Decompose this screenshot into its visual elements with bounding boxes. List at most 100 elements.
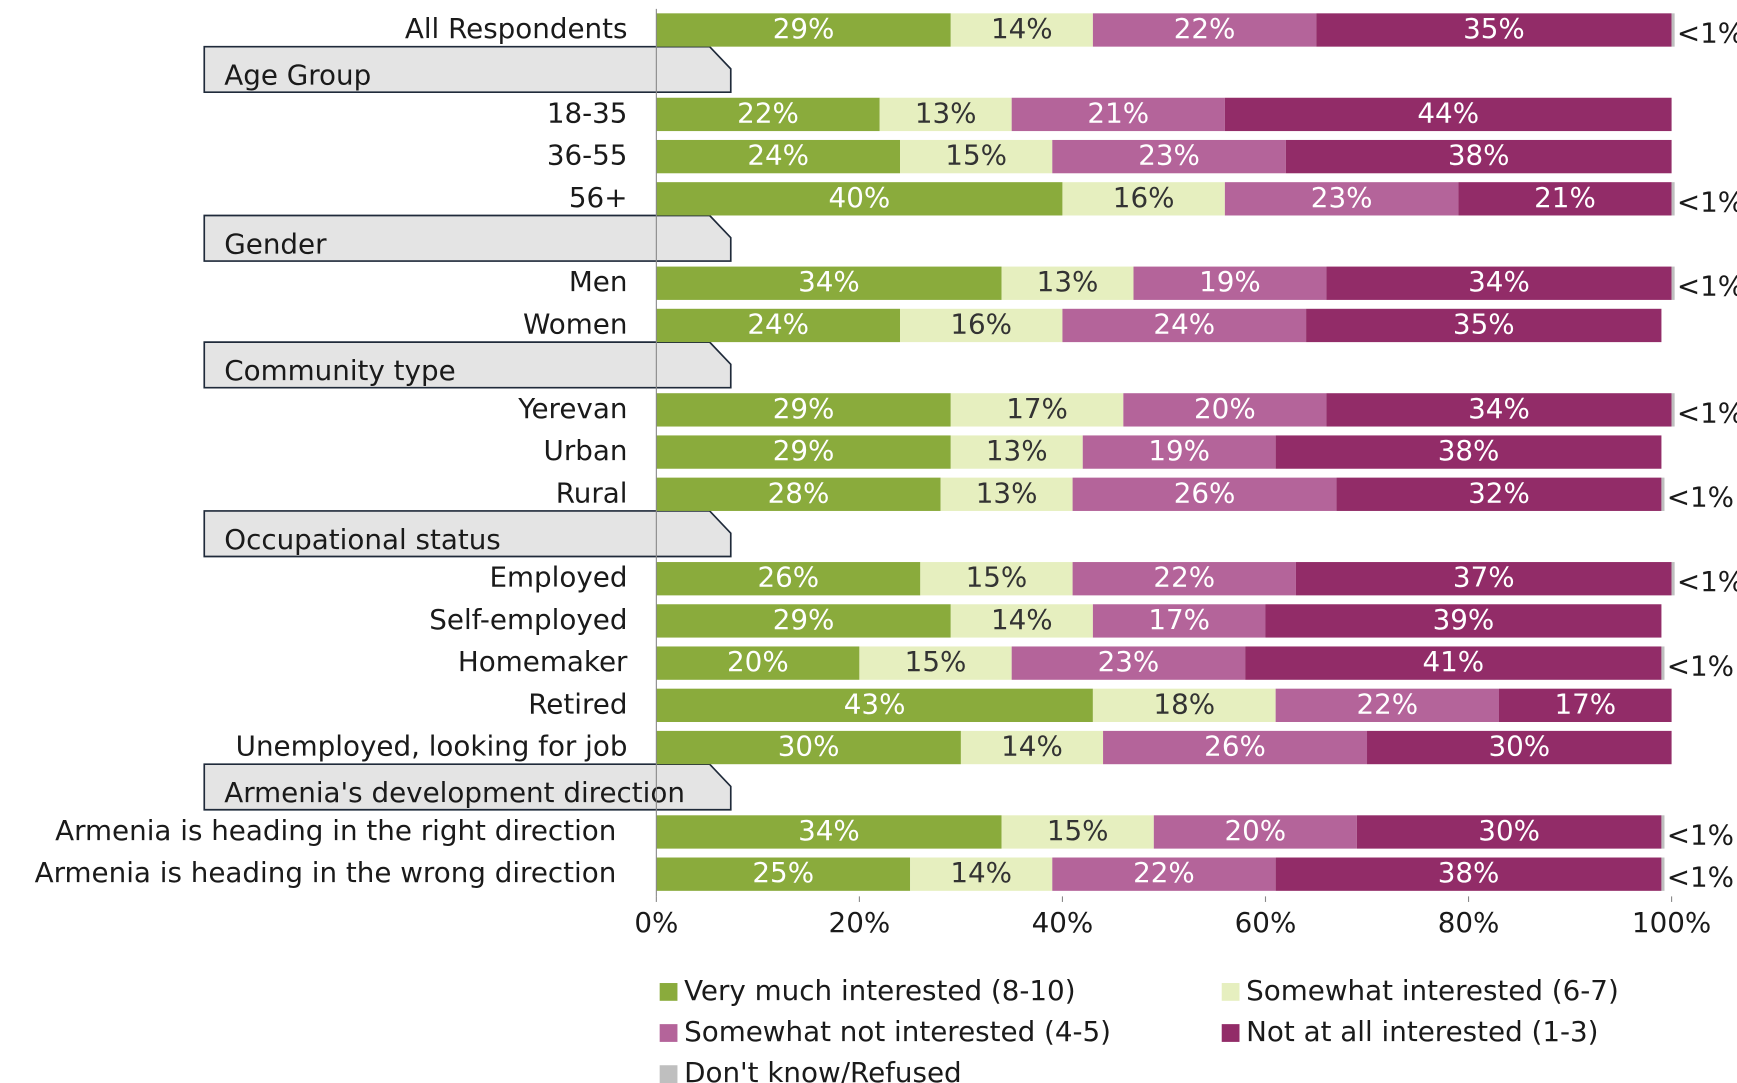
value-label: 29% (773, 603, 835, 636)
value-label: 17% (1006, 392, 1068, 425)
bar-segment (1224, 97, 1672, 132)
bar-segment (1285, 139, 1672, 174)
value-label: 43% (844, 687, 906, 720)
value-label: 14% (991, 12, 1053, 45)
bar-segment (1316, 13, 1672, 47)
legend-label: Somewhat not interested (4-5) (684, 1015, 1111, 1048)
legend-label: Very much interested (8-10) (684, 974, 1075, 1007)
category-label: Homemaker (458, 645, 628, 678)
bar-segment (1011, 97, 1225, 132)
value-label: 17% (1148, 603, 1210, 636)
value-label: 24% (747, 307, 809, 340)
value-label: 38% (1438, 856, 1500, 889)
bar-segment (1306, 308, 1662, 343)
legend-swatch (659, 1024, 678, 1042)
bar-segment (1661, 815, 1665, 849)
category-label: 18-35 (547, 96, 628, 129)
value-label: 13% (976, 476, 1038, 509)
x-tick-label: 60% (1235, 906, 1297, 939)
legend-swatch (659, 1065, 678, 1083)
x-tick-label: 40% (1032, 906, 1094, 939)
bar-segment (1092, 13, 1317, 47)
bar-segment (656, 477, 941, 511)
value-label: 15% (1047, 814, 1109, 847)
bar-segment (656, 13, 951, 47)
bar-segment (1133, 266, 1327, 300)
value-label: 39% (1433, 603, 1495, 636)
bar-segment (656, 97, 880, 132)
bar-segment (1275, 857, 1662, 891)
value-label: 22% (737, 96, 799, 129)
value-label: 20% (727, 645, 789, 678)
value-label: 29% (773, 434, 835, 467)
value-label: <1% (1677, 185, 1737, 218)
value-label: 29% (773, 12, 835, 45)
bar-segment (1295, 562, 1672, 596)
bar-segment (1265, 604, 1662, 638)
value-label: 26% (1174, 476, 1236, 509)
bar-segment (950, 393, 1124, 427)
bar-segment (656, 604, 951, 638)
bar-segment (1356, 815, 1662, 849)
value-label: 34% (798, 814, 860, 847)
value-label: 22% (1174, 12, 1236, 45)
value-label: <1% (1677, 16, 1737, 49)
category-label: Self-employed (429, 603, 627, 636)
group-header: Armenia's development direction (224, 776, 685, 809)
bar-segment (1326, 393, 1672, 427)
value-label: 20% (1224, 814, 1286, 847)
value-label: 26% (757, 561, 819, 594)
value-label: 14% (991, 603, 1053, 636)
value-label: 15% (905, 645, 967, 678)
bar-segment (910, 857, 1053, 891)
value-label: 13% (986, 434, 1048, 467)
value-label: 13% (915, 96, 977, 129)
category-label: Yerevan (517, 392, 627, 425)
value-label: 23% (1138, 139, 1200, 172)
category-label: Armenia is heading in the wrong directio… (35, 856, 617, 889)
bar-segment (960, 730, 1104, 765)
value-label: 14% (950, 856, 1012, 889)
legend-swatch (659, 983, 678, 1001)
bar-segment (1498, 688, 1672, 722)
legend-label: Somewhat interested (6-7) (1246, 974, 1619, 1007)
bar-segment (1082, 435, 1276, 469)
value-label: 25% (752, 856, 814, 889)
value-label: 15% (966, 561, 1028, 594)
group-header: Gender (224, 227, 327, 260)
bar-segment (656, 815, 1002, 849)
value-label: <1% (1667, 650, 1734, 683)
bar-segment (1671, 182, 1675, 216)
legend-swatch (1221, 983, 1240, 1001)
value-label: 38% (1438, 434, 1500, 467)
value-label: 22% (1133, 856, 1195, 889)
value-label: <1% (1677, 565, 1737, 598)
value-label: 23% (1311, 181, 1373, 214)
group-header-box (203, 510, 732, 558)
value-label: 20% (1194, 392, 1256, 425)
value-label: <1% (1667, 481, 1734, 514)
group-header-box (203, 214, 732, 262)
value-label: 44% (1417, 96, 1479, 129)
bar-segment (656, 139, 901, 174)
bar-segment (1153, 815, 1357, 849)
value-label: 28% (768, 476, 830, 509)
bar-segment (1062, 308, 1307, 343)
legend-swatch (1221, 1024, 1240, 1042)
bar-segment (656, 182, 1063, 216)
value-label: <1% (1667, 861, 1734, 894)
bar-segment (656, 730, 961, 765)
value-label: 17% (1554, 687, 1616, 720)
value-label: 32% (1468, 476, 1530, 509)
category-label: Men (569, 265, 628, 298)
bar-segment (1072, 562, 1296, 596)
value-label: 18% (1153, 687, 1215, 720)
bar-segment (1326, 266, 1672, 300)
value-label: 22% (1153, 561, 1215, 594)
bar-segment (859, 646, 1012, 680)
group-header-box (203, 45, 732, 94)
value-label: <1% (1677, 270, 1737, 303)
bar-segment (1092, 604, 1266, 638)
legend-label: Don't know/Refused (684, 1056, 962, 1083)
